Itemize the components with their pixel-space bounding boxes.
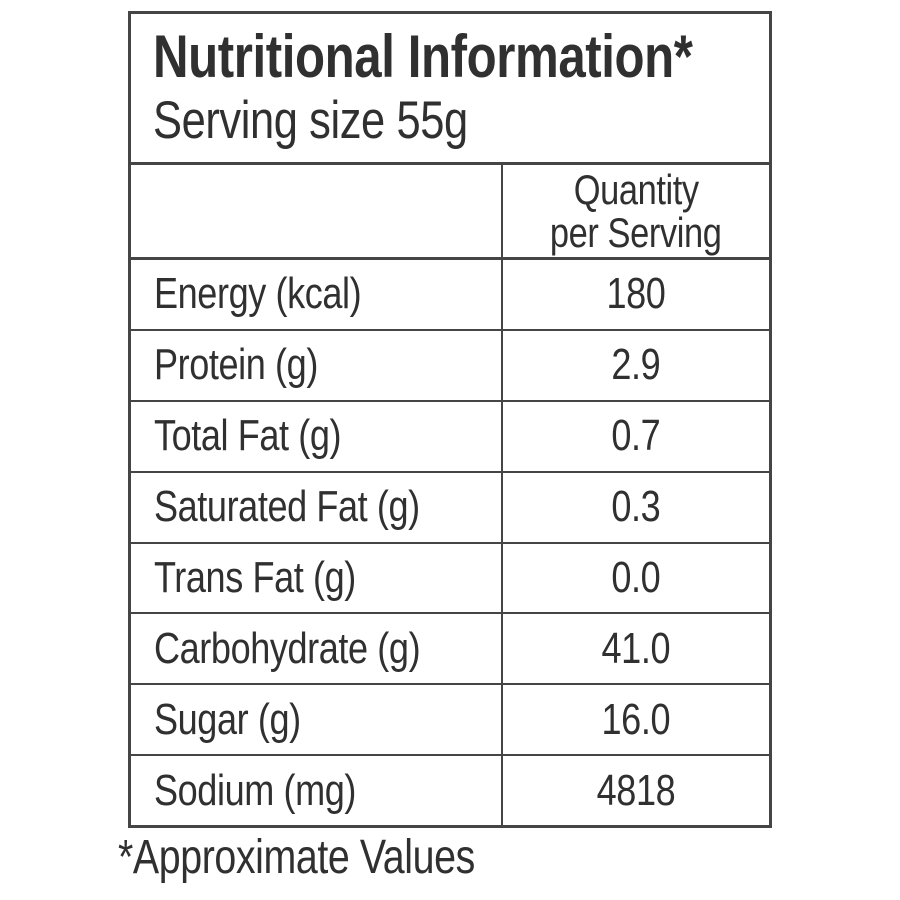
row-label-cell: Total Fat (g) — [131, 401, 503, 471]
row-value: 180 — [606, 269, 666, 319]
row-value-cell: 4818 — [503, 756, 769, 825]
data-rows: Energy (kcal) 180 Protein (g) 2.9 Total … — [131, 260, 769, 825]
row-value-cell: 0.3 — [503, 473, 769, 542]
table-row: Sodium (mg) 4818 — [131, 754, 769, 825]
row-value: 2.9 — [611, 340, 661, 390]
footnote: *Approximate Values — [118, 830, 553, 886]
header-empty-cell — [131, 165, 503, 257]
table-row: Carbohydrate (g) 41.0 — [131, 612, 769, 684]
table-row: Protein (g) 2.9 — [131, 328, 769, 400]
footnote-text: *Approximate Values — [118, 831, 475, 884]
title-block: Nutritional Information* Serving size 55… — [131, 14, 769, 165]
row-value-cell: 16.0 — [503, 685, 769, 754]
nutrition-table: Nutritional Information* Serving size 55… — [128, 11, 772, 828]
row-value: 0.0 — [611, 552, 661, 602]
row-value-cell: 41.0 — [503, 614, 769, 683]
table-row: Trans Fat (g) 0.0 — [131, 541, 769, 613]
row-value-cell: 0.0 — [503, 544, 769, 613]
row-value-cell: 180 — [503, 260, 769, 329]
row-label-cell: Sugar (g) — [131, 685, 503, 755]
column-header-line1: Quantity — [573, 166, 699, 213]
row-label: Saturated Fat (g) — [154, 482, 420, 532]
row-label: Sodium (mg) — [154, 765, 357, 815]
row-value-cell: 2.9 — [503, 331, 769, 400]
row-label: Protein (g) — [154, 340, 318, 390]
serving-size: Serving size 55g — [153, 91, 468, 150]
title-line: Nutritional Information* — [153, 24, 769, 90]
row-value-cell: 0.7 — [503, 402, 769, 471]
row-label-cell: Protein (g) — [131, 330, 503, 400]
row-value: 0.7 — [611, 411, 661, 461]
row-label-cell: Energy (kcal) — [131, 260, 503, 329]
row-value: 0.3 — [611, 482, 661, 532]
row-label-cell: Saturated Fat (g) — [131, 472, 503, 542]
serving-line: Serving size 55g — [153, 92, 769, 150]
row-value: 16.0 — [601, 694, 671, 744]
page-title: Nutritional Information* — [153, 23, 693, 90]
row-label-cell: Carbohydrate (g) — [131, 614, 503, 684]
row-label-cell: Trans Fat (g) — [131, 543, 503, 613]
row-label: Carbohydrate (g) — [154, 623, 421, 673]
table-row: Energy (kcal) 180 — [131, 260, 769, 329]
row-value: 4818 — [596, 765, 676, 815]
table-row: Total Fat (g) 0.7 — [131, 399, 769, 471]
row-label: Trans Fat (g) — [154, 552, 356, 602]
row-label: Total Fat (g) — [154, 411, 342, 461]
table-row: Sugar (g) 16.0 — [131, 683, 769, 755]
column-header-row: Quantity per Serving — [131, 165, 769, 260]
column-header-line2: per Serving — [550, 209, 722, 256]
row-label: Energy (kcal) — [154, 269, 362, 319]
row-label-cell: Sodium (mg) — [131, 756, 503, 825]
row-value: 41.0 — [601, 623, 671, 673]
table-row: Saturated Fat (g) 0.3 — [131, 470, 769, 542]
row-label: Sugar (g) — [154, 694, 301, 744]
column-header: Quantity per Serving — [503, 165, 769, 257]
